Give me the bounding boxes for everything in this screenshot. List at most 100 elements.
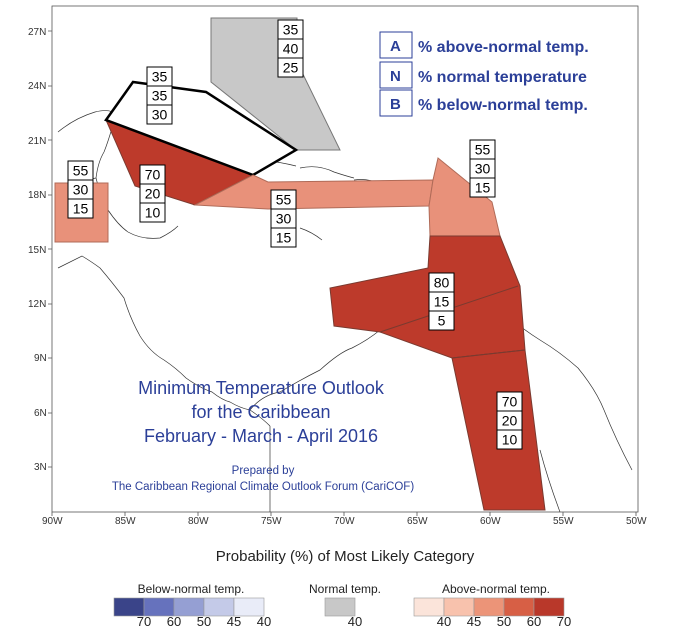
prepared-by: Prepared by: [232, 465, 295, 477]
value-box: 55: [67, 160, 94, 181]
lon-label: 60W: [480, 516, 501, 527]
legend-swatches: 70 60 50 45 40 40 40 45 50 60 70: [113, 597, 571, 629]
value-box: 15: [67, 198, 94, 219]
value-label: 55: [73, 163, 89, 179]
value-box: 25: [277, 57, 304, 78]
value-box: 15: [270, 227, 297, 248]
value-box: 10: [139, 202, 166, 223]
legend-value-above: 60: [527, 614, 541, 629]
legend-normal-label: Normal temp.: [309, 582, 381, 596]
value-box: 35: [146, 85, 173, 106]
latitude-axis: 27N 24N 21N 18N 15N 12N 9N 6N 3N: [28, 27, 52, 473]
legend-swatch-below: [233, 597, 265, 617]
lat-label: 9N: [34, 353, 47, 364]
value-label: 5: [438, 313, 446, 329]
value-box: 15: [469, 177, 496, 198]
value-label: 30: [73, 182, 89, 198]
longitude-axis: 90W 85W 80W 75W 70W 65W 60W 55W 50W: [42, 512, 647, 527]
value-boxes: 35 40 25 35 35 30 70 20 10 55 30 15 55 30 15 55 30 15 80 15…: [67, 19, 523, 450]
value-label: 55: [475, 142, 491, 158]
legend-swatch-normal: [324, 597, 356, 617]
value-box: 70: [496, 391, 523, 412]
value-label: 20: [145, 186, 161, 202]
region-bahamas[interactable]: [210, 17, 341, 151]
lat-label: 3N: [34, 462, 47, 473]
value-label: 35: [283, 22, 299, 38]
legend-value-below: 70: [137, 614, 151, 629]
legend-title: Probability (%) of Most Likely Category: [216, 548, 475, 565]
value-box: 15: [428, 291, 455, 312]
title-line-2: for the Caribbean: [191, 402, 330, 422]
lon-label: 55W: [553, 516, 574, 527]
value-box: 35: [277, 19, 304, 40]
lon-label: 70W: [334, 516, 355, 527]
lon-label: 75W: [261, 516, 282, 527]
value-box: 20: [139, 183, 166, 204]
lat-label: 21N: [28, 136, 46, 147]
legend-value-below: 50: [197, 614, 211, 629]
value-label: 35: [152, 69, 168, 85]
value-label: 10: [502, 432, 518, 448]
value-label: 70: [502, 394, 518, 410]
value-label: 15: [434, 294, 450, 310]
legend-value-normal: 40: [348, 614, 362, 629]
value-label: 15: [475, 180, 491, 196]
key-letter-b: B: [390, 96, 401, 113]
lat-label: 27N: [28, 27, 46, 38]
key-box-n: [379, 61, 413, 89]
value-label: 40: [283, 41, 299, 57]
value-label: 10: [145, 205, 161, 221]
lon-label: 85W: [115, 516, 136, 527]
value-box: 20: [496, 410, 523, 431]
category-key: A % above-normal temp. N % normal temper…: [379, 31, 589, 117]
value-box: 40: [277, 38, 304, 59]
title-line-3: February - March - April 2016: [144, 426, 378, 446]
credits: Prepared by The Caribbean Regional Clima…: [112, 465, 414, 493]
legend-value-below: 60: [167, 614, 181, 629]
legend-below-label: Below-normal temp.: [138, 582, 245, 596]
value-label: 15: [73, 201, 89, 217]
value-box: 30: [469, 158, 496, 179]
lat-label: 6N: [34, 408, 47, 419]
value-box: 70: [139, 164, 166, 185]
key-letter-n: N: [390, 68, 401, 85]
value-label: 80: [434, 275, 450, 291]
value-box: 35: [146, 66, 173, 87]
lon-label: 80W: [188, 516, 209, 527]
lat-label: 15N: [28, 245, 46, 256]
legend-above-label: Above-normal temp.: [442, 582, 550, 596]
key-text-n: % normal temperature: [418, 69, 587, 86]
lon-label: 50W: [626, 516, 647, 527]
value-box: 55: [270, 189, 297, 210]
lon-label: 90W: [42, 516, 63, 527]
key-text-a: % above-normal temp.: [418, 39, 589, 56]
value-label: 55: [276, 192, 292, 208]
lat-label: 12N: [28, 299, 46, 310]
value-label: 30: [475, 161, 491, 177]
value-box: 30: [146, 104, 173, 125]
legend-value-above: 50: [497, 614, 511, 629]
lat-label: 18N: [28, 190, 46, 201]
legend-value-below: 40: [257, 614, 271, 629]
legend: Probability (%) of Most Likely Category …: [113, 548, 571, 629]
map-title: Minimum Temperature Outlook for the Cari…: [138, 378, 385, 446]
key-letter-a: A: [390, 38, 401, 55]
legend-swatch-above: [533, 597, 565, 617]
lat-label: 24N: [28, 81, 46, 92]
value-label: 30: [152, 107, 168, 123]
region-eastern-caribbean-sea[interactable]: [329, 235, 526, 359]
value-box: 5: [428, 310, 455, 331]
value-label: 15: [276, 230, 292, 246]
value-label: 30: [276, 211, 292, 227]
key-box-a: [379, 31, 413, 59]
key-box-b: [379, 89, 413, 117]
legend-value-above: 45: [467, 614, 481, 629]
value-box: 30: [270, 208, 297, 229]
value-label: 25: [283, 60, 299, 76]
legend-value-below: 45: [227, 614, 241, 629]
value-box: 80: [428, 272, 455, 293]
value-box: 55: [469, 139, 496, 160]
legend-value-above: 40: [437, 614, 451, 629]
key-text-b: % below-normal temp.: [418, 97, 588, 114]
